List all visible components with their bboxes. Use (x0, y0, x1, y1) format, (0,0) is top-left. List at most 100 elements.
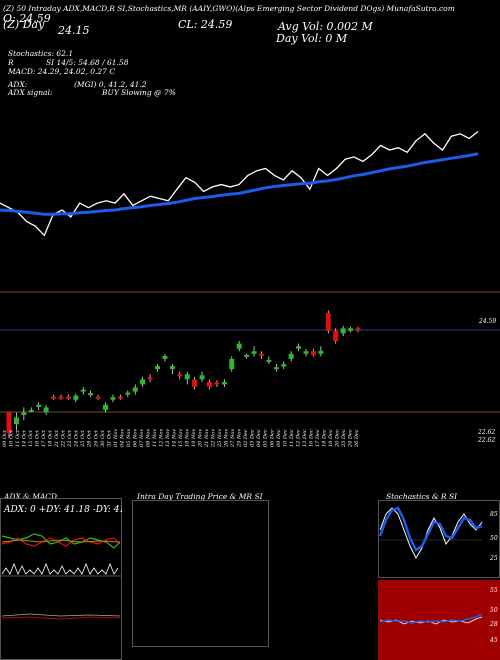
date-tick-label: 31 Oct (106, 429, 112, 447)
candle (348, 326, 354, 333)
date-tick-label: 06 Nov (132, 429, 138, 447)
candle-body (184, 374, 190, 380)
date-tick-label: 18 Oct (48, 429, 54, 447)
candle (214, 380, 220, 387)
r-label: R (8, 58, 14, 67)
candle-body (65, 396, 71, 399)
close-label: CL: 24.59 (178, 18, 233, 31)
low-tick-label-2: 22.62 (477, 437, 495, 444)
main-chart: 09 Oct 10 Oct 11 Oct 14 Oct 15 Oct 16 Oct 17 O… (0, 130, 500, 448)
candle-body (251, 351, 257, 354)
candle (147, 374, 153, 382)
candle (355, 326, 361, 333)
stoch-tick-85: 85 (490, 511, 498, 518)
candle-body (340, 328, 346, 334)
candle-body (73, 395, 79, 400)
candle (155, 364, 161, 372)
candle (340, 325, 346, 336)
date-tick-label: 22 Nov (211, 429, 217, 448)
date-tick-label: 13 Dec (302, 429, 308, 447)
date-tick-label: 20 Dec (334, 429, 340, 448)
candle (103, 402, 109, 413)
candle-body (147, 377, 153, 380)
candle (65, 394, 71, 400)
adx-macd-title: ADX & MACD (4, 492, 58, 501)
candle (281, 361, 287, 370)
candle (221, 379, 227, 387)
candle (80, 386, 86, 395)
candle-body (303, 351, 309, 354)
candle (325, 310, 331, 334)
candle-body (6, 412, 12, 433)
adx-values: (MGI) 0, 41.2, 41.2 (74, 80, 147, 89)
candle-body (169, 366, 175, 370)
low-tick-label: 22.62 (477, 429, 495, 436)
date-tick-label: 28 Oct (87, 429, 93, 448)
stochastics-rsi-title: Stochastics & R SI (386, 492, 458, 501)
date-tick-label: 22 Oct (61, 429, 67, 448)
date-tick-label: 20 Nov (198, 429, 204, 448)
adx-minus-line (1, 537, 121, 547)
date-tick-label: 09 Oct (2, 429, 8, 447)
candle-body (13, 417, 19, 425)
candle (244, 353, 250, 359)
date-tick-label: 11 Dec (289, 429, 295, 447)
candle (169, 364, 175, 375)
stochastic-k-line (378, 506, 483, 552)
date-tick-label: 17 Oct (41, 429, 47, 447)
date-tick-label: 11 Oct (15, 429, 21, 447)
candle-body (155, 366, 161, 370)
candle-body (333, 330, 339, 342)
date-tick-label: 12 Nov (158, 429, 164, 447)
candle (36, 402, 42, 410)
date-tick-label: 19 Nov (191, 429, 197, 447)
rsi-tick-45: 45 (489, 637, 498, 644)
date-tick-label: 17 Dec (315, 429, 321, 447)
candle (88, 390, 94, 398)
day-vol-label: Day Vol: 0 M (276, 32, 348, 45)
candle-body (266, 359, 272, 362)
rsi-blue-line (379, 613, 483, 624)
date-tick-label: 29 Nov (237, 429, 243, 448)
candle (192, 376, 198, 390)
candle-body (206, 381, 212, 387)
candle-body (199, 375, 205, 380)
date-tick-label: 02 Dec (243, 429, 249, 447)
candle (251, 346, 257, 357)
candle (125, 390, 131, 398)
date-tick-label: 16 Oct (35, 429, 41, 447)
candle-body (36, 404, 42, 407)
adx-annotation: ADX: 0 +DY: 41.18 -DY: 41.18 (3, 505, 122, 515)
open-label: O: 24.59 (3, 12, 51, 25)
candle (6, 412, 12, 438)
date-tick-label: 08 Nov (145, 429, 151, 447)
intraday-title: Intra Day Trading Price & MR SI (137, 492, 263, 501)
date-tick-label: 15 Oct (28, 429, 34, 447)
candle-body (51, 396, 57, 399)
rsi-tick-50: 50 (490, 607, 498, 614)
date-tick-label: 21 Oct (54, 429, 60, 448)
candle (140, 376, 146, 387)
candle-body (110, 397, 116, 400)
candle (310, 348, 316, 357)
candle-body (288, 353, 294, 359)
date-tick-label: 16 Dec (308, 429, 314, 447)
price-tick-label: 24.59 (478, 318, 496, 325)
price-line (0, 130, 479, 237)
adx-signal-label: ADX signal: (8, 88, 53, 97)
macd-signal-line (1, 616, 121, 620)
candle (58, 394, 64, 400)
candle (13, 412, 19, 431)
candle (266, 356, 272, 365)
date-tick-label: 05 Nov (126, 429, 132, 447)
stochastics-label: Stochastics: 62.1 (8, 49, 74, 58)
date-tick-label: 26 Dec (354, 429, 360, 448)
candle (296, 343, 302, 352)
candle (333, 328, 339, 344)
candle-body (221, 381, 227, 385)
candle-body (43, 407, 49, 413)
candle-body (296, 346, 302, 349)
intraday-panel-frame (132, 500, 269, 647)
candle (303, 348, 309, 357)
candle-body (318, 350, 324, 354)
